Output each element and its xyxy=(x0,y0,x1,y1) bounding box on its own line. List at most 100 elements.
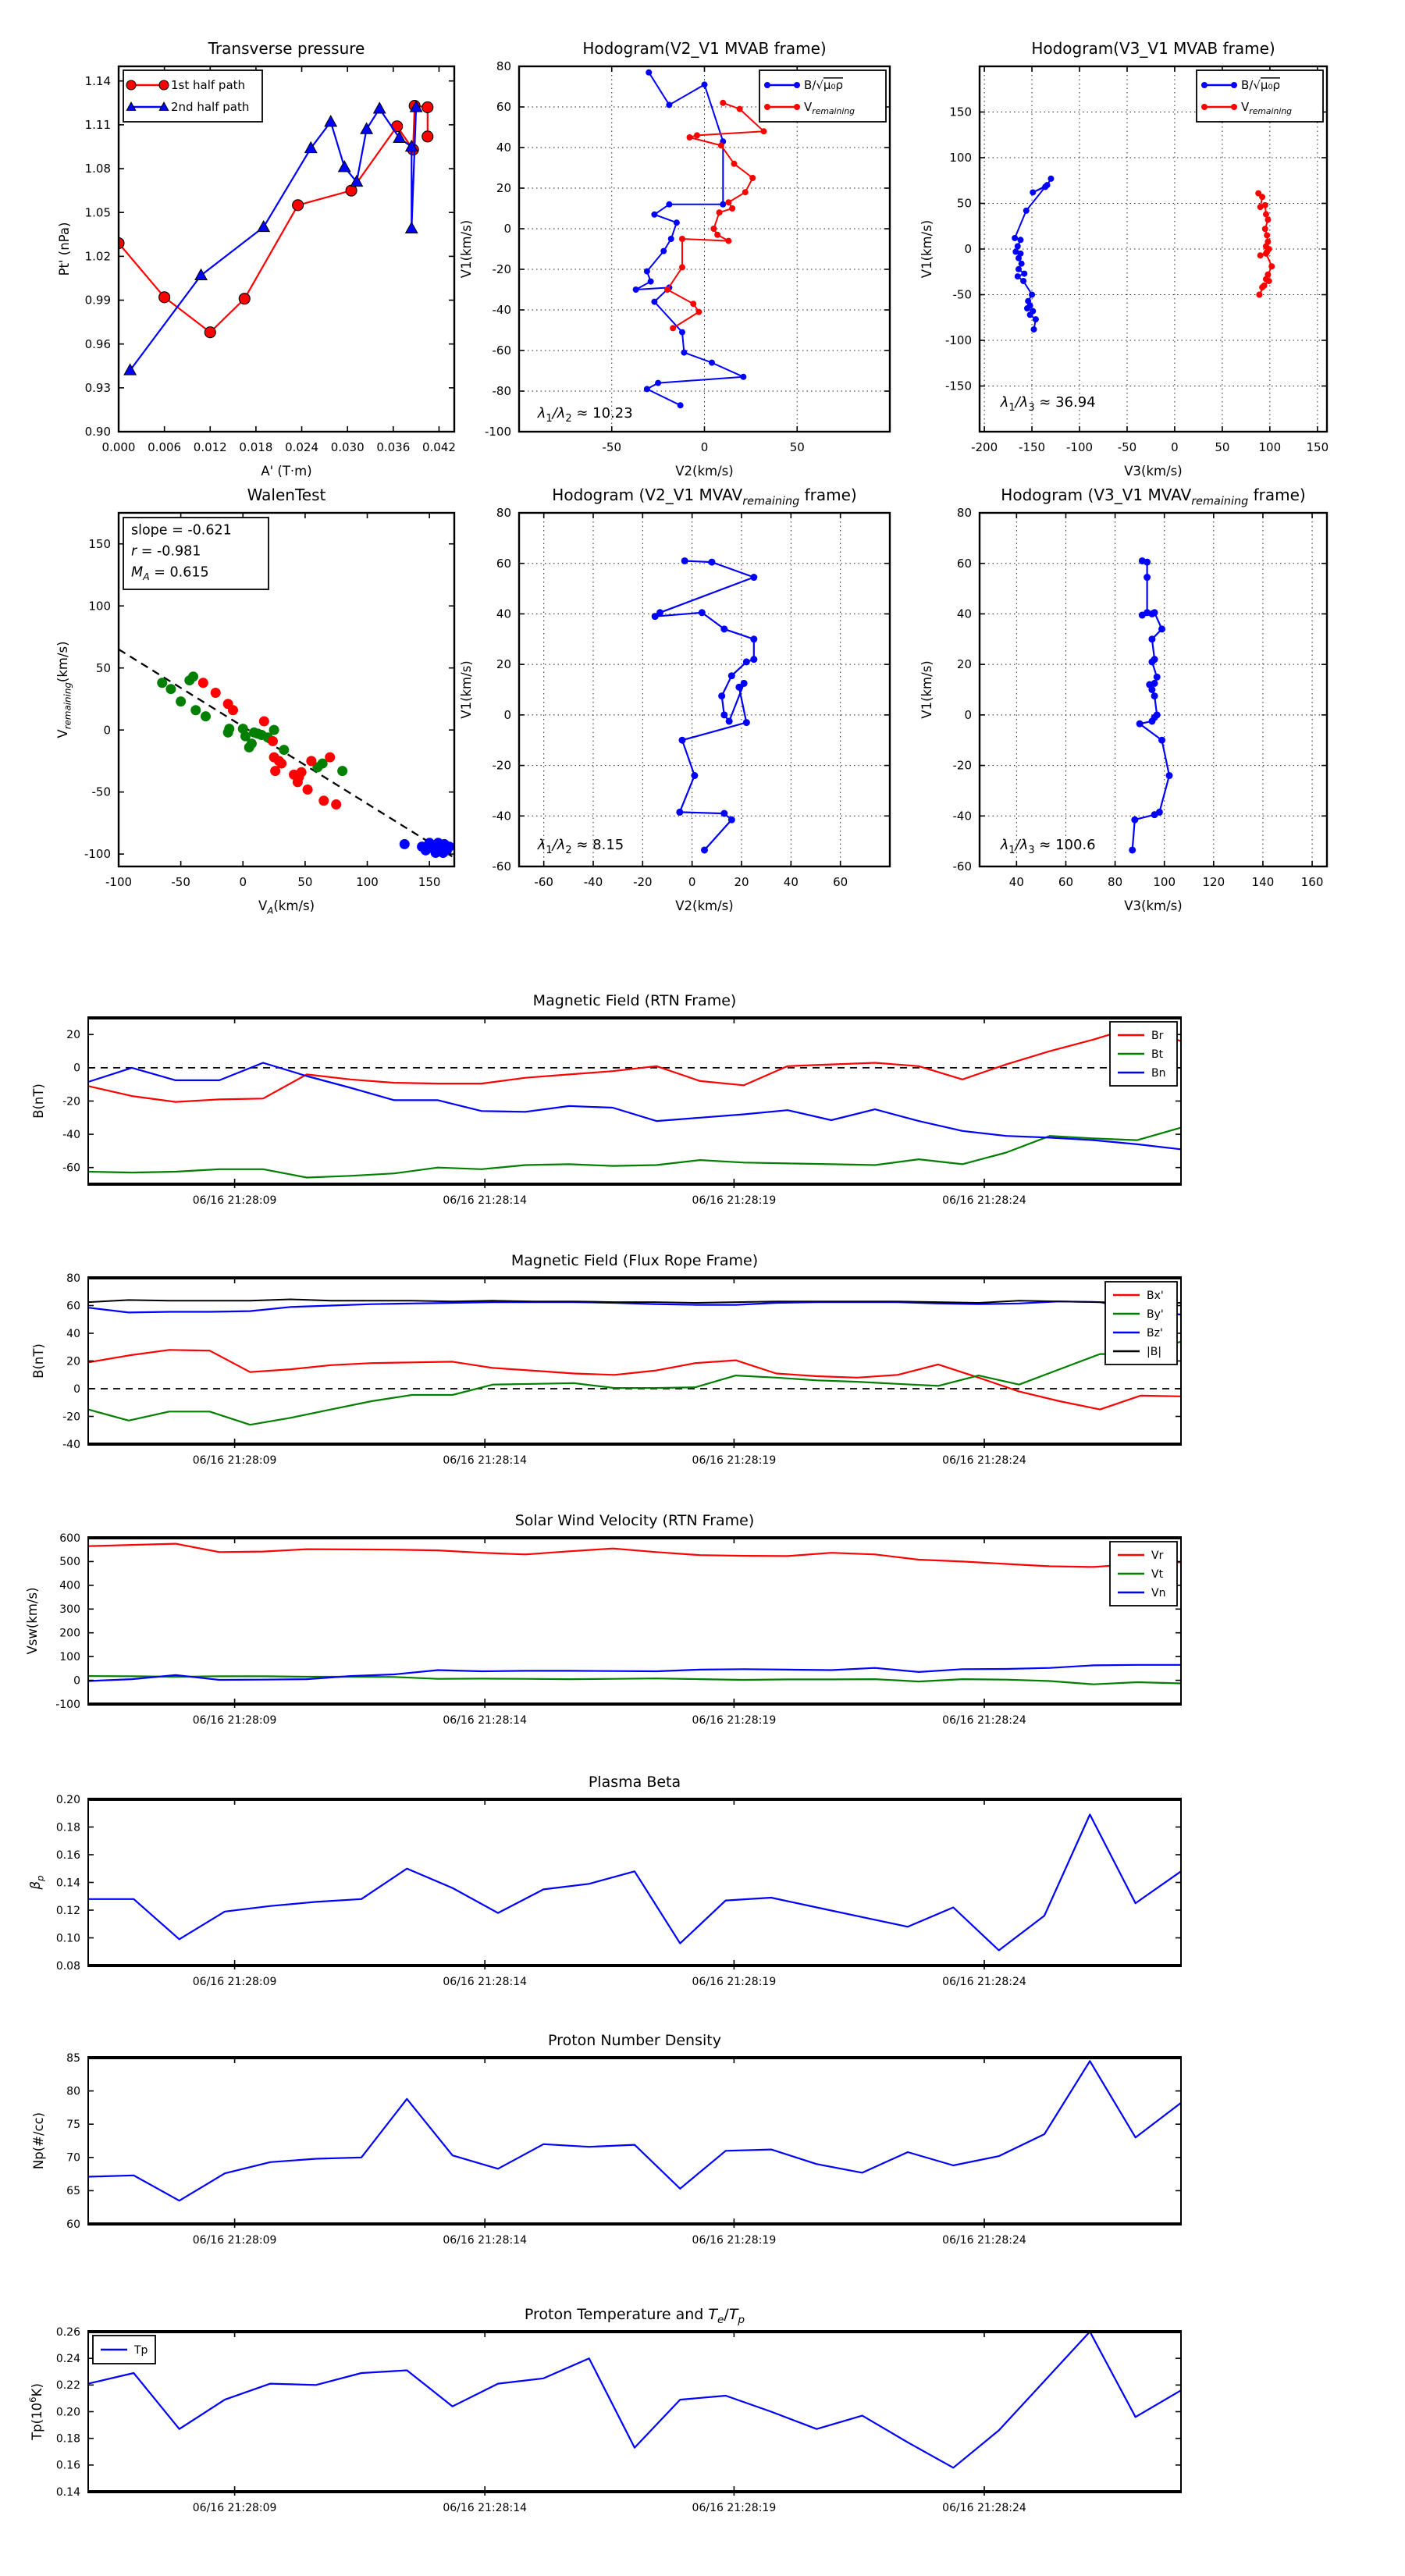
data-point-marker xyxy=(324,115,338,127)
x-axis-label: V2(km/s) xyxy=(675,898,733,913)
data-point-marker xyxy=(1262,211,1269,218)
legend-label: B/√μ₀ρ xyxy=(804,78,843,92)
x-tick-label: -50 xyxy=(603,440,622,454)
x-tick-label: 160 xyxy=(1301,875,1324,889)
y-tick-label: 0 xyxy=(103,723,111,737)
y-axis-label: V1(km/s) xyxy=(919,220,934,278)
x-tick-label: 0 xyxy=(1171,440,1179,454)
chart-magnetic-field-rtn: 06/16 21:28:09 06/16 21:28:14 06/16 21:28:… xyxy=(2,980,1259,1250)
annotation: λ1/λ3 ≈ 36.94 xyxy=(1000,394,1096,414)
y-tick-label: 60 xyxy=(66,2218,80,2231)
data-point-marker xyxy=(720,809,728,817)
legend-label: Bn xyxy=(1151,1067,1165,1080)
y-tick-label: -20 xyxy=(493,262,512,276)
series-Bt xyxy=(87,1126,1182,1179)
data-point-marker xyxy=(306,756,317,767)
data-point-marker xyxy=(269,724,279,735)
series-markers-V-remaining xyxy=(664,99,767,332)
series-markers-B-over-sqrt-mu0rho xyxy=(1012,175,1055,333)
y-tick-label: 0.20 xyxy=(56,2406,80,2418)
data-point-marker xyxy=(1201,104,1208,110)
y-tick-label: -60 xyxy=(62,1162,80,1174)
data-point-marker xyxy=(238,293,251,305)
chart-title: Hodogram (V3_V1 MVAVremaining frame) xyxy=(1001,486,1305,507)
data-point-marker xyxy=(720,201,727,208)
annotation: slope = -0.621 r = -0.981 MA = 0.615 xyxy=(123,517,269,590)
series-Bn xyxy=(87,1062,1182,1151)
y-axis-label: Tp(106K) xyxy=(27,2383,44,2441)
x-tick-label: 06/16 21:28:09 xyxy=(193,2502,277,2514)
data-point-marker xyxy=(673,219,680,226)
y-tick-label: 50 xyxy=(96,661,111,675)
y-axis-label: Vsw(km/s) xyxy=(25,1587,40,1654)
y-axis-label: V1(km/s) xyxy=(919,660,934,718)
x-tick-label: 0 xyxy=(701,440,709,454)
x-tick-label: 60 xyxy=(833,875,848,889)
y-tick-label: 40 xyxy=(496,141,511,155)
x-tick-label: 06/16 21:28:14 xyxy=(443,2234,527,2247)
legend: Vr Vt Vn xyxy=(1109,1541,1178,1606)
y-tick-label: 100 xyxy=(88,599,111,613)
y-axis-label: B(nT) xyxy=(31,1343,46,1379)
series-Tp xyxy=(87,2331,1182,2469)
legend-label: B/√μ₀ρ xyxy=(1241,78,1280,92)
y-tick-label: 0.10 xyxy=(56,1932,80,1944)
y-tick-label: 0 xyxy=(503,708,511,722)
data-point-marker xyxy=(157,678,168,688)
axes-spines xyxy=(87,1017,1182,1185)
series-markers-1st half path xyxy=(118,99,434,339)
y-axis-label: βp xyxy=(28,1875,45,1890)
data-point-marker xyxy=(1136,720,1144,728)
y-tick-label: 0.14 xyxy=(56,2486,80,2499)
x-tick-label: 06/16 21:28:24 xyxy=(942,2234,1026,2247)
data-point-marker xyxy=(1021,270,1028,277)
y-tick-label: 100 xyxy=(949,151,972,165)
chart-title: Solar Wind Velocity (RTN Frame) xyxy=(515,1512,755,1529)
axes-spines xyxy=(87,1799,1182,1966)
chart-canvas-proton-number-density: 06/16 21:28:09 06/16 21:28:14 06/16 21:28:… xyxy=(31,2032,1182,2247)
x-tick-label: 06/16 21:28:09 xyxy=(193,1194,277,1207)
x-tick-label: -200 xyxy=(971,440,998,454)
y-axis-label: V1(km/s) xyxy=(459,220,474,278)
chart-title: Hodogram(V2_V1 MVAB frame) xyxy=(582,39,826,58)
y-tick-label: 100 xyxy=(59,1651,80,1663)
data-point-marker xyxy=(1231,82,1237,88)
y-tick-label: 85 xyxy=(66,2052,80,2065)
data-point-marker xyxy=(158,101,169,111)
data-point-marker xyxy=(302,784,313,795)
data-point-marker xyxy=(1158,736,1166,744)
data-point-marker xyxy=(1017,237,1024,244)
data-point-marker xyxy=(325,752,336,763)
y-tick-label: 0.26 xyxy=(56,2326,80,2339)
chart-canvas-hodogram-v3v1-mvab: -200 -150 -100 -50 0 50 100 150 150 100 50 0 -50 -100… xyxy=(919,39,1329,479)
data-point-marker xyxy=(1020,277,1027,284)
y-tick-label: 80 xyxy=(66,1272,80,1285)
x-tick-label: 06/16 21:28:24 xyxy=(942,1714,1026,1727)
x-tick-label: 06/16 21:28:19 xyxy=(692,1454,777,1467)
series-B-over-sqrt-mu0rho xyxy=(635,72,745,407)
chart-title: Hodogram(V3_V1 MVAB frame) xyxy=(1031,39,1275,58)
x-tick-label: 06/16 21:28:19 xyxy=(692,2234,777,2247)
legend-label: Tp xyxy=(133,2344,148,2357)
data-point-marker xyxy=(717,142,724,149)
series-markers-scatter-green xyxy=(157,671,348,777)
y-tick-label: -150 xyxy=(945,379,972,393)
data-point-marker xyxy=(677,402,684,409)
y-tick-label: 0.20 xyxy=(56,1794,80,1806)
data-point-marker xyxy=(279,745,290,756)
data-point-marker xyxy=(764,82,770,88)
y-tick-label: 0.22 xyxy=(56,2379,80,2392)
data-point-marker xyxy=(664,286,670,293)
series-beta-p xyxy=(88,1813,1182,1952)
data-point-marker xyxy=(1151,811,1158,819)
chart-title: WalenTest xyxy=(247,486,326,504)
x-tick-label: 40 xyxy=(784,875,799,889)
y-tick-label: -100 xyxy=(55,1699,80,1711)
series-Bx-prime xyxy=(87,1349,1182,1411)
y-tick-label: 80 xyxy=(66,2085,80,2097)
data-point-marker xyxy=(1231,104,1237,110)
data-point-marker xyxy=(257,219,271,233)
data-point-marker xyxy=(742,658,750,666)
series-B-over-sqrt-mu0rho xyxy=(1131,560,1171,851)
